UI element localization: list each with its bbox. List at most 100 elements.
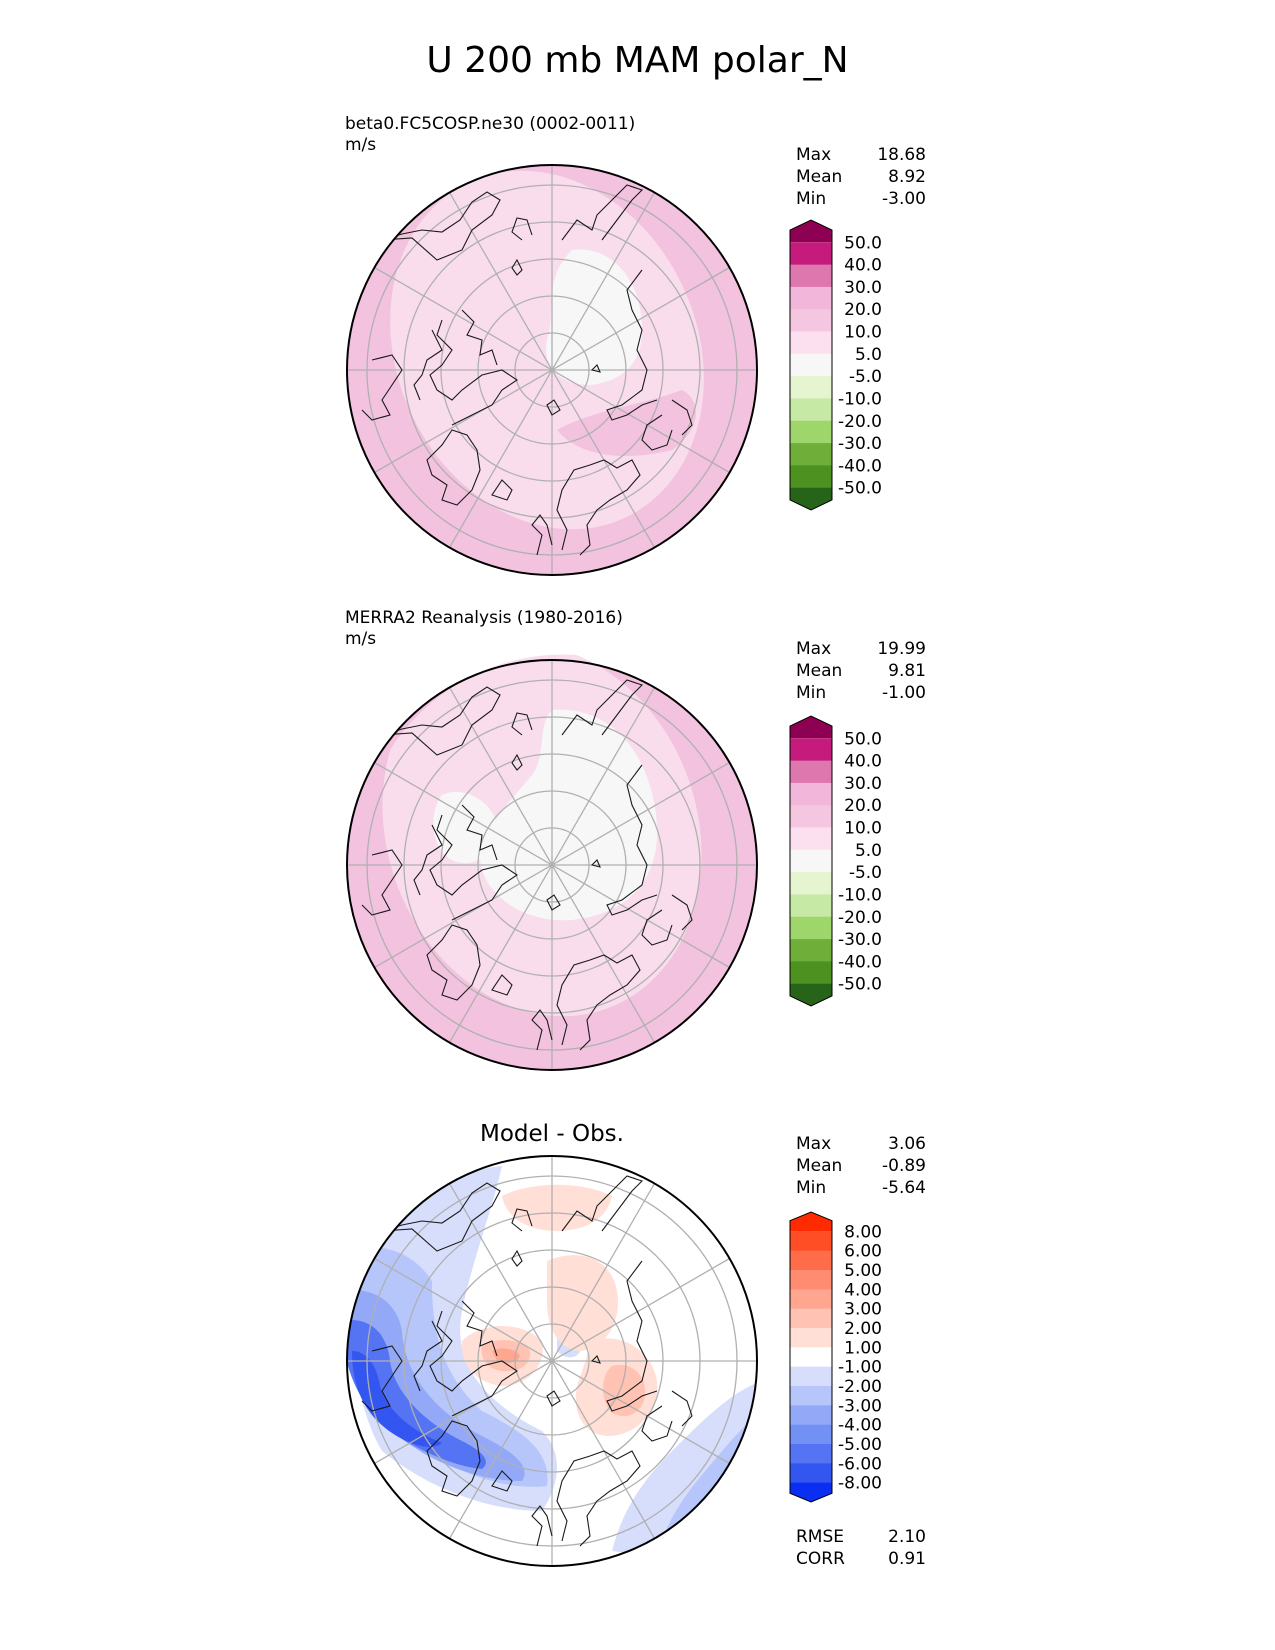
panel3-colorbar-tick-label: 1.00 — [844, 1338, 882, 1358]
panel1-colorbar-swatch — [790, 487, 832, 510]
panel2-colorbar-tick-label: 20.0 — [844, 796, 882, 816]
panel1-stat-min-row: Min -3.00 — [796, 188, 926, 210]
panel2-colorbar-tick-label: 50.0 — [844, 729, 882, 749]
diff-positive-center-peak — [492, 1348, 520, 1364]
panel1-colorbar-swatch — [790, 353, 832, 377]
panel2-colorbar-swatch — [790, 738, 832, 762]
panel3-stat-max-value: 3.06 — [888, 1134, 926, 1154]
panel3-colorbar-tick-label: -4.00 — [838, 1416, 882, 1436]
panel2-colorbar-tick-label: 40.0 — [844, 752, 882, 772]
coastlines — [361, 679, 693, 1051]
panel2-colorbar: 50.0 40.030.020.0 10.05.0-5.0-10.0 -20.0-30… — [789, 715, 882, 1007]
panel1-colorbar-tick-label: -50.0 — [838, 479, 882, 499]
panel2-polar-map — [346, 643, 758, 1071]
diff-negative-4 — [347, 1320, 486, 1469]
panel2-colorbar-tick-label: -30.0 — [838, 930, 882, 950]
panel3-colorbar-swatch — [790, 1231, 832, 1252]
diff-positive-east-1 — [547, 1255, 618, 1351]
panel3-colorbar-tick-label: 6.00 — [844, 1242, 882, 1262]
panel3-colorbar-swatch — [790, 1366, 832, 1387]
panel3-stat-mean-label: Mean — [796, 1156, 843, 1176]
panel2-colorbar-swatch — [790, 961, 832, 985]
panel3-colorbar-tick-label: -8.00 — [838, 1474, 882, 1494]
panel3-colorbar-swatch — [790, 1250, 832, 1271]
panel1-colorbar-swatch — [790, 242, 832, 266]
panel3-colorbar-tick-label: 2.00 — [844, 1319, 882, 1339]
panel1-colorbar-tick-label: 10.0 — [844, 323, 882, 343]
panel2-units: m/s — [345, 629, 377, 649]
panel2-colorbar-tick-label: 5.0 — [855, 841, 882, 861]
panel2-colorbar-swatch — [790, 872, 832, 895]
panel3-colorbar-outline — [789, 1211, 833, 1503]
panel1-polar-map — [346, 164, 758, 576]
panel3-colorbar-swatch — [790, 1347, 832, 1368]
field-low-core-west — [433, 791, 498, 864]
panel1-colorbar-swatch — [790, 286, 832, 310]
coastlines — [361, 184, 693, 556]
panel3-stat-min-value: -5.64 — [882, 1178, 926, 1198]
panel1-colorbar-swatch — [790, 420, 832, 444]
panel1-colorbar-tick-label: -5.0 — [849, 367, 882, 387]
panel1-colorbar-swatch — [790, 309, 832, 333]
panel3-colorbar-tick-label: 8.00 — [844, 1222, 882, 1242]
panel3-colorbar: 8.006.005.004.003.002.001.00-1.00-2.00-3… — [789, 1211, 882, 1503]
panel1-colorbar-tick-label: -30.0 — [838, 434, 882, 454]
panel3-stat-max-row: Max 3.06 — [796, 1133, 926, 1155]
panel3-metric-corr-row: CORR 0.91 — [796, 1548, 926, 1570]
panel3-colorbar-tick-label: 3.00 — [844, 1300, 882, 1320]
figure-title: U 200 mb MAM polar_N — [426, 40, 849, 81]
panel2-colorbar-swatch — [790, 827, 832, 851]
panel3-metrics: RMSE 2.10 CORR 0.91 — [796, 1526, 926, 1570]
panel2-case-name: MERRA2 Reanalysis (1980-2016) — [345, 608, 623, 628]
field-low-core — [480, 709, 658, 921]
map-boundary — [346, 1155, 758, 1567]
panel3-colorbar-swatch — [790, 1308, 832, 1329]
panel1-colorbar-tick-label: -40.0 — [838, 456, 882, 476]
panel3-colorbar-tick-label: 5.00 — [844, 1261, 882, 1281]
panel2-colorbar-swatch — [790, 916, 832, 940]
panel1-colorbar-outline — [789, 219, 833, 511]
panel1-colorbar-swatch — [790, 331, 832, 355]
graticule — [347, 1156, 757, 1566]
panel3-colorbar-swatch — [790, 1463, 832, 1484]
panel3-colorbar-tick-label: -2.00 — [838, 1377, 882, 1397]
panel3-metric-rmse-label: RMSE — [796, 1527, 845, 1547]
panel2-stat-mean-row: Mean 9.81 — [796, 660, 926, 682]
panel1-colorbar-swatch — [790, 398, 832, 422]
panel3-title: Model - Obs. — [480, 1121, 624, 1147]
panel2-stat-mean-label: Mean — [796, 661, 843, 681]
panel3-stat-mean-row: Mean -0.89 — [796, 1155, 926, 1177]
panel2-colorbar-tick-label: -40.0 — [838, 952, 882, 972]
panel3-colorbar-tick-label: -6.00 — [838, 1454, 882, 1474]
panel3-colorbar-tick-label: -5.00 — [838, 1435, 882, 1455]
panel3-metric-corr-value: 0.91 — [888, 1549, 926, 1569]
panel3-colorbar-tick-label: -3.00 — [838, 1396, 882, 1416]
panel1-colorbar-tick-label: -20.0 — [838, 412, 882, 432]
panel1-stat-mean-label: Mean — [796, 167, 843, 187]
field-low-core — [546, 249, 642, 385]
diff-negative-5 — [352, 1351, 442, 1447]
panel3-colorbar-tick-label: -1.00 — [838, 1358, 882, 1378]
panel2-stat-max-row: Max 19.99 — [796, 638, 926, 660]
panel3-colorbar-swatch — [790, 1328, 832, 1348]
diff-positive-east-core — [603, 1365, 646, 1417]
panel2-stat-min-row: Min -1.00 — [796, 682, 926, 704]
panel1-colorbar-swatch — [790, 465, 832, 489]
panel2-colorbar-tick-label: 30.0 — [844, 774, 882, 794]
panel1-label: beta0.FC5COSP.ne30 (0002-0011) m/s — [345, 114, 635, 156]
panel2-colorbar-swatch — [790, 805, 832, 829]
panel3-colorbar-swatch — [790, 1405, 832, 1426]
panel3-colorbar-swatch — [790, 1289, 832, 1310]
panel2-colorbar-swatch — [790, 939, 832, 962]
panel3-colorbar-swatch — [790, 1482, 832, 1502]
panel2-colorbar-tick-label: -5.0 — [849, 863, 882, 883]
panel3-polar-map — [346, 1155, 758, 1567]
panel1-units: m/s — [345, 135, 377, 155]
panel1-stat-mean-row: Mean 8.92 — [796, 166, 926, 188]
panel2-stat-min-value: -1.00 — [882, 683, 926, 703]
panel2-colorbar-swatch — [790, 849, 832, 873]
graticule — [347, 165, 757, 575]
panel2-colorbar-swatch — [790, 983, 832, 1006]
panel3-colorbar-swatch — [790, 1444, 832, 1464]
panel1-stat-min-label: Min — [796, 189, 827, 209]
